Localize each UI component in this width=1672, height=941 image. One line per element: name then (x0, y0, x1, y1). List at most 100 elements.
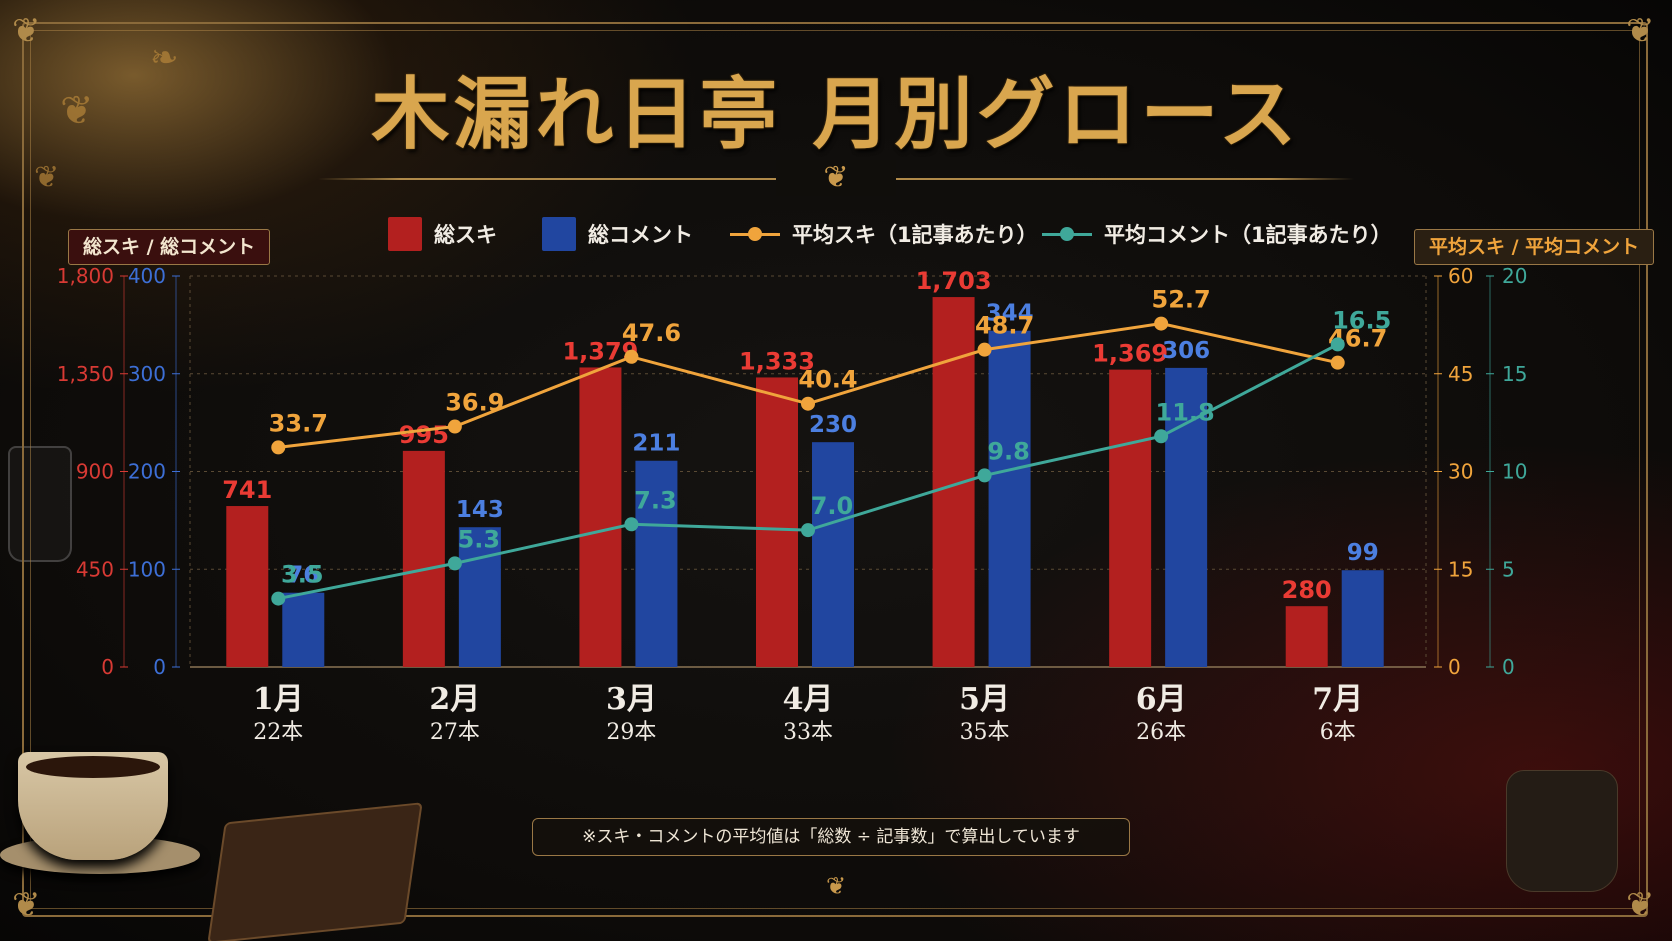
legend-label-comments: 総コメント (588, 223, 693, 247)
x-tick-article-count: 27本 (430, 720, 480, 745)
data-label-avg-likes: 47.6 (622, 319, 681, 347)
bar-likes (932, 297, 975, 667)
legend-label-avg-likes: 平均スキ（1記事あたり） (792, 223, 1038, 247)
tick-label-left-inner: 100 (128, 557, 166, 581)
tick-label-left-outer: 1,800 (57, 264, 114, 288)
x-tick-label: 5月 (959, 682, 1010, 717)
data-label-likes: 995 (399, 421, 449, 449)
leaf-decoration-icon: ❧ (150, 38, 179, 78)
legend-line-avg-likes (730, 226, 780, 241)
legend-item-comments: 総コメント (542, 214, 693, 254)
bar-likes (402, 450, 445, 667)
corner-ornament-icon: ❦ (12, 885, 41, 925)
bar-comments (458, 527, 501, 667)
point-avg-comments (977, 468, 992, 483)
outer-frame (22, 22, 1648, 917)
data-label-comments: 211 (632, 431, 680, 457)
data-label-avg-comments: 11.8 (1156, 398, 1215, 426)
inner-frame (30, 30, 1640, 909)
x-tick-article-count: 35本 (960, 720, 1010, 745)
tick-label-right-outer: 10 (1502, 460, 1527, 484)
bar-comments (635, 460, 678, 667)
data-label-avg-comments: 7.0 (811, 492, 854, 520)
bar-comments (812, 442, 854, 667)
right-axis-title-box: 平均スキ / 平均コメント (1414, 229, 1655, 265)
coffee-cup-icon (18, 752, 168, 860)
x-tick-label: 4月 (783, 682, 834, 717)
legend-item-likes: 総スキ (388, 214, 497, 254)
data-label-comments: 230 (809, 412, 857, 438)
x-tick-label: 3月 (606, 682, 657, 717)
tick-label-left-inner: 200 (128, 460, 166, 484)
point-avg-comments (1154, 429, 1169, 444)
point-avg-likes (271, 440, 286, 455)
point-avg-likes (1330, 355, 1345, 370)
coffee-pot-icon (1506, 770, 1618, 892)
legend-item-avg-likes: 平均スキ（1記事あたり） (730, 214, 1038, 254)
left-axis-title-box: 総スキ / 総コメント (68, 229, 271, 265)
data-label-avg-comments: 16.5 (1332, 306, 1391, 334)
legend-item-avg-comments: 平均コメント（1記事あたり） (1042, 214, 1392, 254)
x-tick-article-count: 33本 (783, 720, 833, 745)
x-tick-article-count: 22本 (253, 720, 303, 745)
x-tick-label: 7月 (1312, 682, 1363, 717)
tick-label-left-outer: 0 (101, 655, 114, 679)
point-avg-likes (1154, 316, 1169, 331)
legend-line-avg-comments (1042, 226, 1092, 241)
footnote: ※スキ・コメントの平均値は「総数 ÷ 記事数」で算出しています (532, 818, 1130, 856)
tick-label-right-outer: 0 (1502, 655, 1515, 679)
data-label-likes: 1,703 (916, 267, 992, 295)
bar-comments (1341, 570, 1384, 667)
tick-label-left-inner: 300 (128, 362, 166, 386)
x-tick-label: 6月 (1136, 682, 1187, 717)
data-label-avg-likes: 52.7 (1152, 286, 1211, 314)
data-label-comments: 344 (986, 301, 1034, 327)
data-label-avg-comments: 9.8 (987, 437, 1030, 465)
bar-likes (226, 506, 269, 667)
tick-label-right-inner: 45 (1448, 362, 1473, 386)
tick-label-right-outer: 20 (1502, 264, 1527, 288)
point-avg-comments (1330, 337, 1345, 352)
bar-likes (579, 367, 622, 667)
bar-comments (988, 330, 1031, 667)
data-label-avg-likes: 40.4 (798, 366, 857, 394)
data-label-comments: 306 (1162, 338, 1210, 364)
tick-label-right-inner: 15 (1448, 557, 1473, 581)
bar-likes (1285, 606, 1328, 667)
tick-label-left-inner: 0 (153, 655, 166, 679)
corner-ornament-icon: ❦ (1626, 885, 1655, 925)
x-tick-label: 2月 (429, 682, 480, 717)
x-tick-article-count: 29本 (606, 720, 656, 745)
legend-label-likes: 総スキ (434, 223, 497, 247)
leaf-decoration-icon: ❦ (34, 160, 60, 195)
data-label-avg-likes: 33.7 (269, 409, 328, 437)
tick-label-left-outer: 450 (76, 557, 114, 581)
data-label-avg-likes: 36.9 (445, 389, 504, 417)
corner-ornament-icon: ❦ (12, 11, 41, 51)
bottom-ornament-icon: ❦ (825, 872, 847, 900)
tick-label-right-inner: 60 (1448, 264, 1473, 288)
data-label-comments: 143 (456, 497, 504, 523)
tick-label-right-outer: 5 (1502, 557, 1515, 581)
point-avg-comments (271, 591, 286, 606)
point-avg-likes (977, 342, 992, 357)
data-label-likes: 1,369 (1092, 340, 1168, 368)
data-label-comments: 76 (287, 563, 319, 589)
point-avg-comments (624, 517, 639, 532)
bar-comments (282, 592, 325, 667)
tick-label-right-inner: 0 (1448, 655, 1461, 679)
bar-likes (756, 377, 798, 667)
legend: 総スキ 総コメント 平均スキ（1記事あたり） 平均コメント（1記事あたり） (0, 214, 1672, 254)
point-avg-comments (801, 523, 815, 538)
tick-label-left-outer: 900 (76, 460, 114, 484)
point-avg-likes (624, 349, 639, 364)
point-avg-likes (447, 419, 462, 434)
glass-vase-decoration (8, 446, 72, 562)
legend-swatch-comments (542, 217, 576, 251)
data-label-likes: 1,333 (739, 347, 815, 375)
data-label-avg-comments: 3.5 (281, 561, 324, 589)
corner-ornament-icon: ❦ (1626, 11, 1655, 51)
x-tick-label: 1月 (253, 682, 304, 717)
